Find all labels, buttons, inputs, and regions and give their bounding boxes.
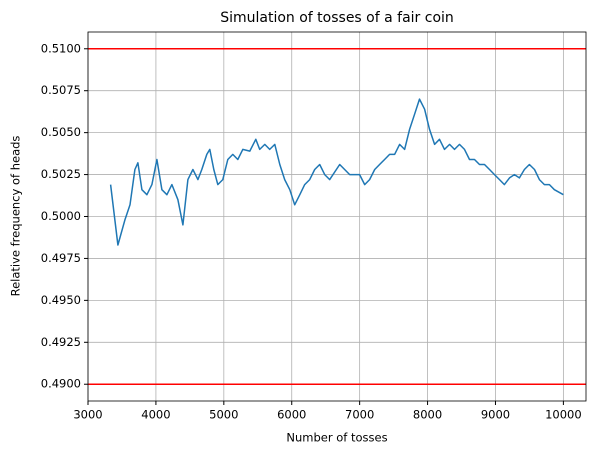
x-tick-label: 9000 bbox=[481, 408, 510, 422]
plot-frame bbox=[87, 31, 587, 402]
x-tick-label: 6000 bbox=[277, 408, 306, 422]
y-tick-label: 0.4925 bbox=[41, 335, 81, 349]
y-tick-label: 0.5000 bbox=[41, 209, 81, 223]
y-tick-label: 0.5075 bbox=[41, 83, 81, 97]
x-tick-label: 10000 bbox=[545, 408, 582, 422]
x-tick-label: 3000 bbox=[73, 408, 102, 422]
x-tick-label: 7000 bbox=[345, 408, 374, 422]
x-tick-label: 4000 bbox=[141, 408, 170, 422]
y-tick-label: 0.4975 bbox=[41, 251, 81, 265]
x-tick-label: 8000 bbox=[413, 408, 442, 422]
y-axis-label: Relative frequency of heads bbox=[9, 136, 23, 297]
x-axis-label: Number of tosses bbox=[286, 431, 387, 445]
x-tick-label: 5000 bbox=[209, 408, 238, 422]
y-tick-label: 0.5025 bbox=[41, 167, 81, 181]
chart-title: Simulation of tosses of a fair coin bbox=[220, 10, 454, 26]
y-tick-label: 0.5100 bbox=[41, 41, 81, 55]
data-line bbox=[109, 98, 564, 246]
y-tick-label: 0.4950 bbox=[41, 293, 81, 307]
y-tick-label: 0.4900 bbox=[41, 377, 81, 391]
y-tick-label: 0.5050 bbox=[41, 125, 81, 139]
